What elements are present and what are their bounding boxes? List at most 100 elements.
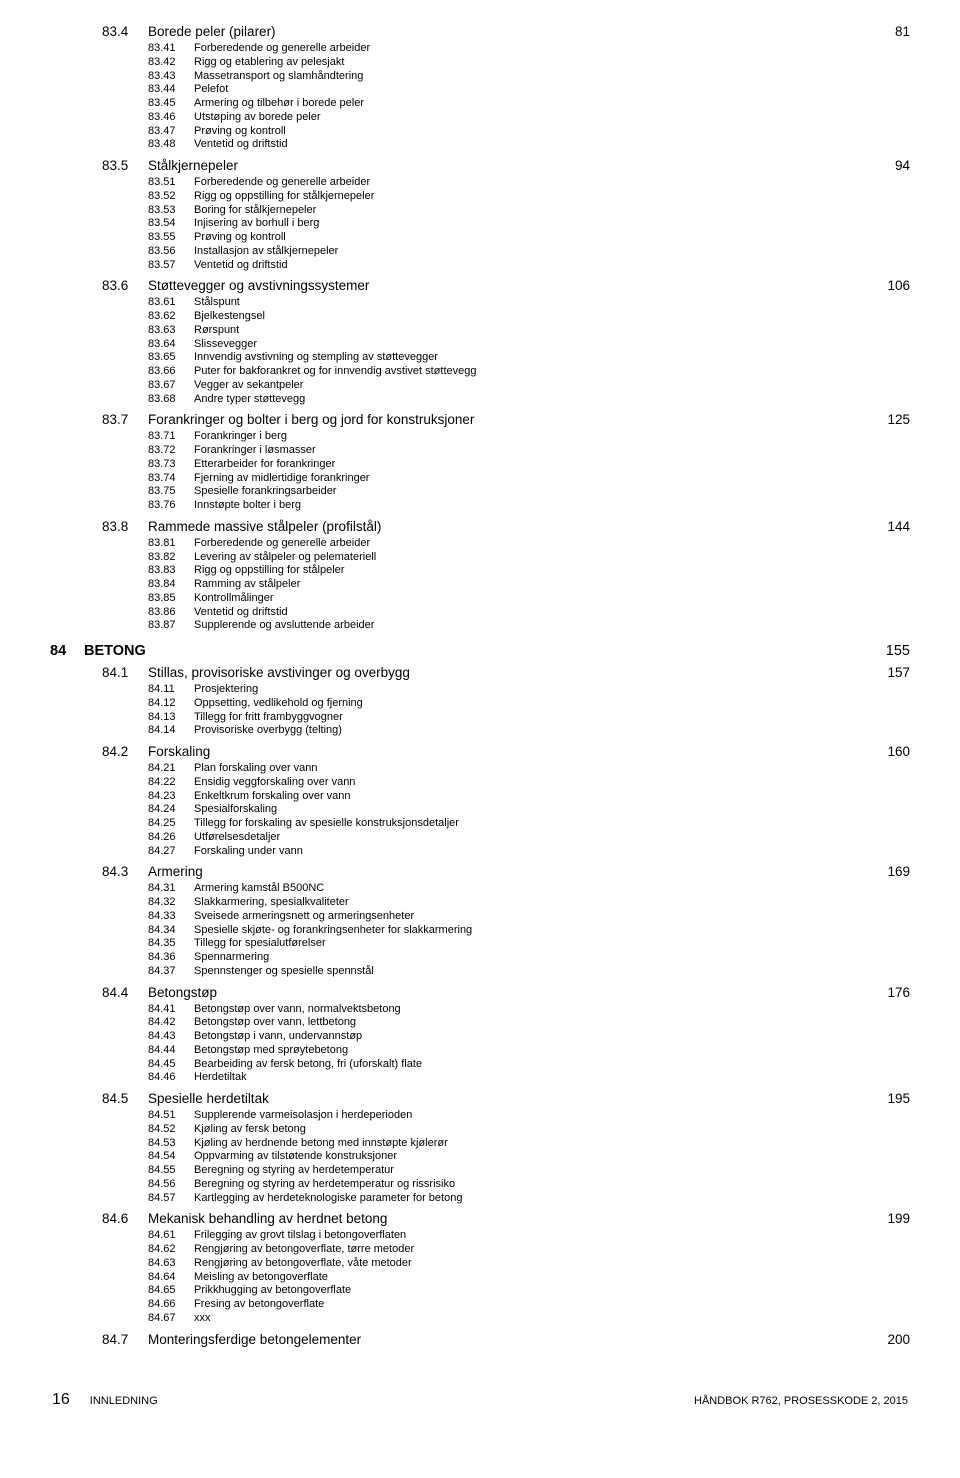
toc-level3-code: 83.42 [148, 56, 194, 70]
toc-level3-title: Prosjektering [194, 683, 258, 697]
toc-level3-code: 84.37 [148, 965, 194, 979]
toc-level3-title: Rengjøring av betongoverflate, våte meto… [194, 1257, 412, 1271]
toc-level3-title: Meisling av betongoverflate [194, 1271, 328, 1285]
toc-level3-code: 84.55 [148, 1164, 194, 1178]
toc-level3-row: 83.51Forberedende og generelle arbeider [50, 176, 910, 190]
toc-level3-row: 84.43Betongstøp i vann, undervannstøp [50, 1030, 910, 1044]
toc-level3-code: 83.41 [148, 42, 194, 56]
toc-level2-title: Stålkjernepeler [148, 158, 875, 173]
toc-level2-page: 200 [867, 1332, 910, 1347]
toc-level3-row: 83.42Rigg og etablering av pelesjakt [50, 56, 910, 70]
toc-level3-code: 83.64 [148, 338, 194, 352]
toc-level3-code: 84.61 [148, 1229, 194, 1243]
toc-level3-code: 83.52 [148, 190, 194, 204]
toc-level2-title: Støttevegger og avstivningssystemer [148, 278, 867, 293]
toc-level3-row: 84.55Beregning og styring av herdetemper… [50, 1164, 910, 1178]
toc-level3-title: Spennarmering [194, 951, 269, 965]
toc-level3-code: 83.83 [148, 564, 194, 578]
toc-level3-code: 83.74 [148, 472, 194, 486]
toc-level3-row: 84.23Enkeltkrum forskaling over vann [50, 790, 910, 804]
toc-level3-title: Utstøping av borede peler [194, 111, 321, 125]
toc-level3-row: 83.48Ventetid og driftstid [50, 138, 910, 152]
footer-section-label: INNLEDNING [90, 1395, 158, 1407]
toc-level2-row: 83.7Forankringer og bolter i berg og jor… [50, 412, 910, 427]
toc-level3-row: 83.43Massetransport og slamhåndtering [50, 70, 910, 84]
toc-level3-row: 84.26Utførelsesdetaljer [50, 831, 910, 845]
toc-level3-code: 83.71 [148, 430, 194, 444]
toc-level2-title: Forskaling [148, 744, 867, 759]
toc-level3-row: 83.72Forankringer i løsmasser [50, 444, 910, 458]
footer-book-title: HÅNDBOK R762, PROSESSKODE 2, 2015 [694, 1395, 908, 1407]
toc-level3-row: 83.55Prøving og kontroll [50, 231, 910, 245]
page-footer: 16 INNLEDNING HÅNDBOK R762, PROSESSKODE … [50, 1391, 910, 1409]
toc-level3-row: 84.52Kjøling av fersk betong [50, 1123, 910, 1137]
toc-level2-row: 84.2Forskaling160 [50, 744, 910, 759]
toc-level3-code: 84.64 [148, 1271, 194, 1285]
toc-level2-code: 84.4 [102, 985, 148, 1000]
toc-level3-title: Rigg og oppstilling for stålpeler [194, 564, 344, 578]
toc-level3-code: 84.13 [148, 711, 194, 725]
toc-level3-code: 83.65 [148, 351, 194, 365]
toc-level3-code: 83.51 [148, 176, 194, 190]
toc-level3-row: 84.41Betongstøp over vann, normalvektsbe… [50, 1003, 910, 1017]
toc-level2-title: Armering [148, 864, 867, 879]
toc-level2-title: Borede peler (pilarer) [148, 24, 875, 39]
toc-level3-row: 83.62Bjelkestengsel [50, 310, 910, 324]
toc-level2-page: 160 [867, 744, 910, 759]
toc-level3-title: Utførelsesdetaljer [194, 831, 280, 845]
toc-level3-row: 84.56Beregning og styring av herdetemper… [50, 1178, 910, 1192]
toc-level3-title: Forberedende og generelle arbeider [194, 42, 370, 56]
toc-level3-title: Betongstøp i vann, undervannstøp [194, 1030, 362, 1044]
toc-level3-row: 83.66Puter for bakforankret og for innve… [50, 365, 910, 379]
toc-level3-row: 84.54Oppvarming av tilstøtende konstruks… [50, 1150, 910, 1164]
toc-level3-code: 84.21 [148, 762, 194, 776]
toc-level3-title: Tillegg for fritt frambyggvogner [194, 711, 343, 725]
toc-page: 83.4Borede peler (pilarer)8183.41Forbere… [50, 24, 910, 1347]
toc-level3-row: 83.61Stålspunt [50, 296, 910, 310]
toc-level3-code: 83.81 [148, 537, 194, 551]
toc-level3-title: Rigg og oppstilling for stålkjernepeler [194, 190, 374, 204]
toc-level3-row: 84.42Betongstøp over vann, lettbetong [50, 1016, 910, 1030]
toc-level3-row: 83.84Ramming av stålpeler [50, 578, 910, 592]
toc-level3-title: Sveisede armeringsnett og armeringsenhet… [194, 910, 414, 924]
toc-level3-title: Kjøling av herdnende betong med innstøpt… [194, 1137, 448, 1151]
toc-level3-row: 84.65Prikkhugging av betongoverflate [50, 1284, 910, 1298]
toc-level2-code: 84.7 [102, 1332, 148, 1347]
toc-level3-title: Rørspunt [194, 324, 239, 338]
toc-level3-title: Armering og tilbehør i borede peler [194, 97, 364, 111]
toc-level2-title: Forankringer og bolter i berg og jord fo… [148, 412, 867, 427]
toc-level3-row: 84.57Kartlegging av herdeteknologiske pa… [50, 1192, 910, 1206]
toc-level3-row: 84.46Herdetiltak [50, 1071, 910, 1085]
toc-level3-row: 83.86Ventetid og driftstid [50, 606, 910, 620]
toc-level3-row: 83.44Pelefot [50, 83, 910, 97]
toc-level3-row: 84.51Supplerende varmeisolasjon i herdep… [50, 1109, 910, 1123]
toc-level3-code: 84.45 [148, 1058, 194, 1072]
toc-level2-row: 83.4Borede peler (pilarer)81 [50, 24, 910, 39]
toc-level3-row: 84.44Betongstøp med sprøytebetong [50, 1044, 910, 1058]
toc-level3-title: Pelefot [194, 83, 228, 97]
toc-level3-code: 84.57 [148, 1192, 194, 1206]
toc-level3-row: 84.53Kjøling av herdnende betong med inn… [50, 1137, 910, 1151]
toc-level3-code: 84.32 [148, 896, 194, 910]
toc-level3-code: 84.63 [148, 1257, 194, 1271]
toc-level3-code: 84.26 [148, 831, 194, 845]
toc-level3-row: 83.46Utstøping av borede peler [50, 111, 910, 125]
toc-level3-title: Oppsetting, vedlikehold og fjerning [194, 697, 363, 711]
toc-level2-page: 157 [867, 665, 910, 680]
toc-level3-row: 84.27Forskaling under vann [50, 845, 910, 859]
toc-level3-code: 83.57 [148, 259, 194, 273]
toc-level3-code: 84.34 [148, 924, 194, 938]
toc-level3-title: Forankringer i løsmasser [194, 444, 316, 458]
toc-level3-row: 83.71Forankringer i berg [50, 430, 910, 444]
toc-level2-page: 106 [867, 278, 910, 293]
toc-level3-row: 83.47Prøving og kontroll [50, 125, 910, 139]
toc-level3-code: 84.42 [148, 1016, 194, 1030]
toc-level2-code: 83.5 [102, 158, 148, 173]
toc-level2-code: 84.2 [102, 744, 148, 759]
toc-level2-row: 84.1Stillas, provisoriske avstivinger og… [50, 665, 910, 680]
toc-level3-title: Forberedende og generelle arbeider [194, 176, 370, 190]
toc-level3-code: 84.51 [148, 1109, 194, 1123]
toc-level2-page: 81 [875, 24, 910, 39]
toc-level3-title: Kjøling av fersk betong [194, 1123, 306, 1137]
toc-level1-title: BETONG [84, 643, 146, 659]
